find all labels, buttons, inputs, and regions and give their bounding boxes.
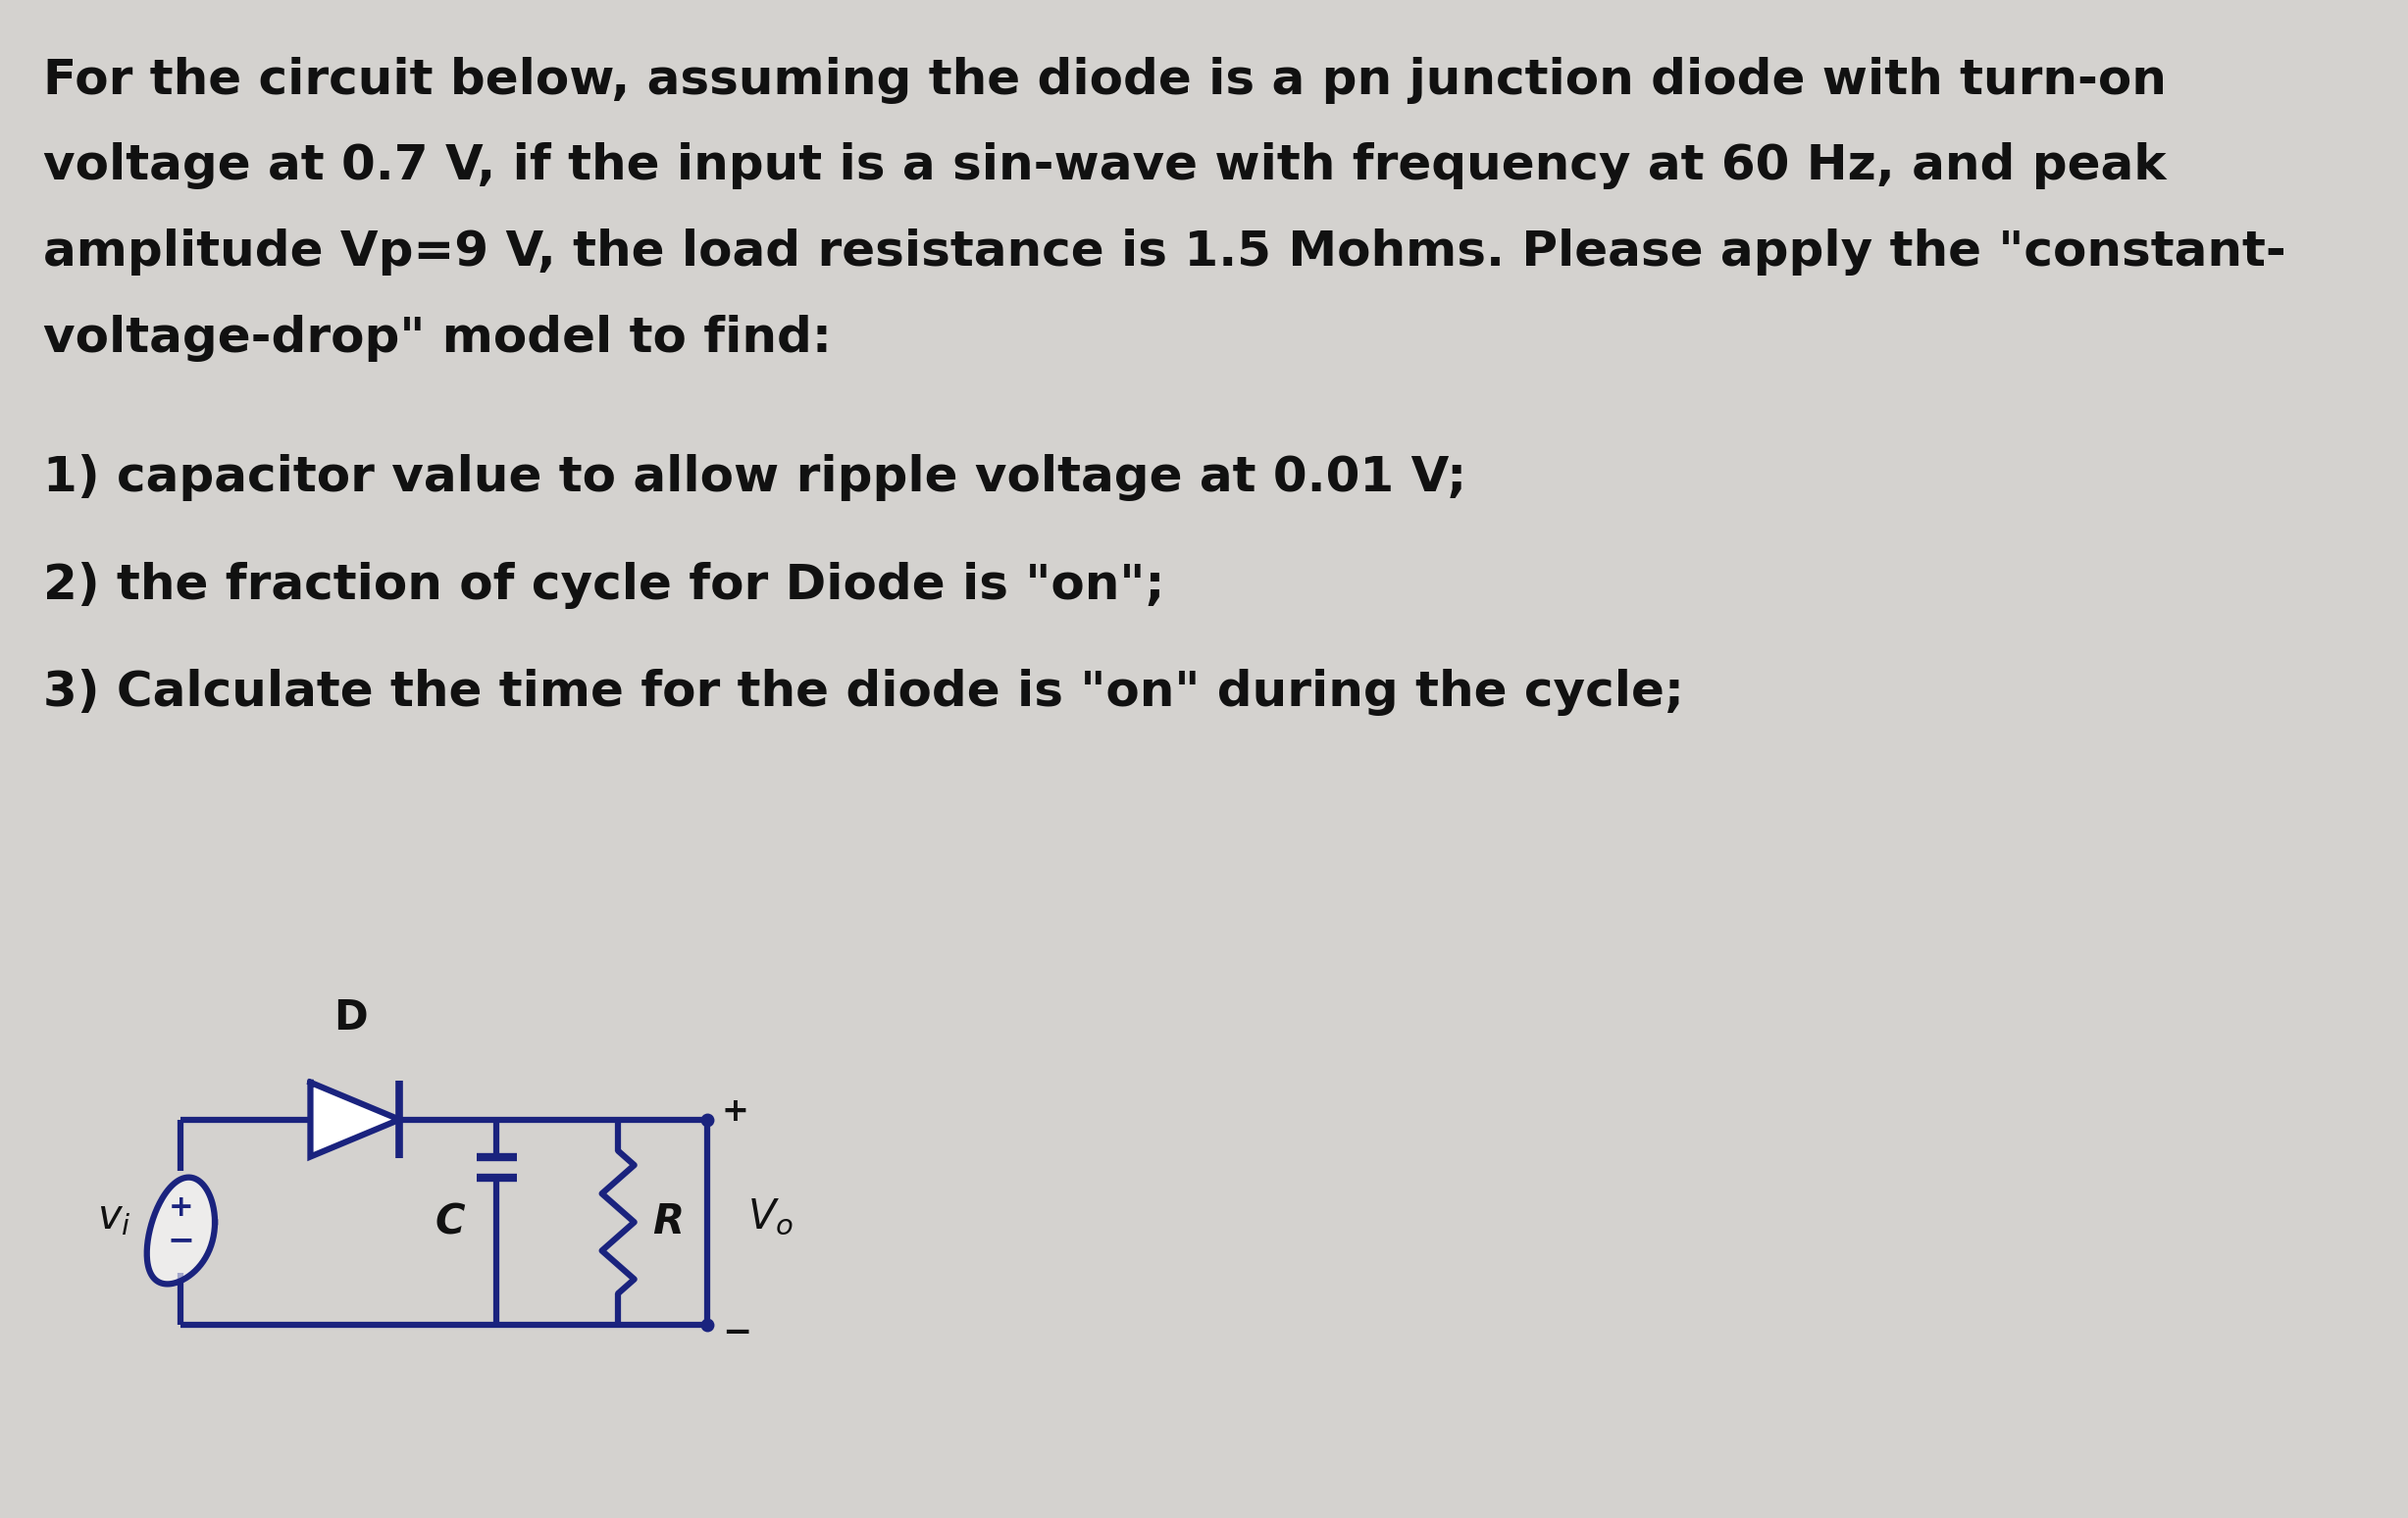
Text: voltage-drop" model to find:: voltage-drop" model to find: [43, 314, 831, 361]
Text: voltage at 0.7 V, if the input is a sin-wave with frequency at 60 Hz, and peak: voltage at 0.7 V, if the input is a sin-… [43, 143, 2167, 190]
Text: 3) Calculate the time for the diode is "on" during the cycle;: 3) Calculate the time for the diode is "… [43, 669, 1683, 716]
Text: $V_o$: $V_o$ [746, 1196, 795, 1237]
Polygon shape [311, 1082, 400, 1157]
Text: $v_i$: $v_i$ [96, 1196, 132, 1237]
Text: C: C [436, 1202, 465, 1243]
Text: +: + [722, 1096, 749, 1128]
Text: +: + [169, 1193, 193, 1222]
Text: 2) the fraction of cycle for Diode is "on";: 2) the fraction of cycle for Diode is "o… [43, 562, 1165, 609]
Text: amplitude Vp=9 V, the load resistance is 1.5 Mohms. Please apply the "constant-: amplitude Vp=9 V, the load resistance is… [43, 228, 2285, 275]
Text: R: R [653, 1202, 684, 1243]
Text: 1) capacitor value to allow ripple voltage at 0.01 V;: 1) capacitor value to allow ripple volta… [43, 454, 1466, 501]
Text: D: D [335, 997, 368, 1038]
Text: For the circuit below, assuming the diode is a pn junction diode with turn-on: For the circuit below, assuming the diod… [43, 56, 2167, 103]
Text: −: − [166, 1224, 195, 1255]
Text: −: − [722, 1316, 751, 1350]
Polygon shape [147, 1178, 214, 1284]
